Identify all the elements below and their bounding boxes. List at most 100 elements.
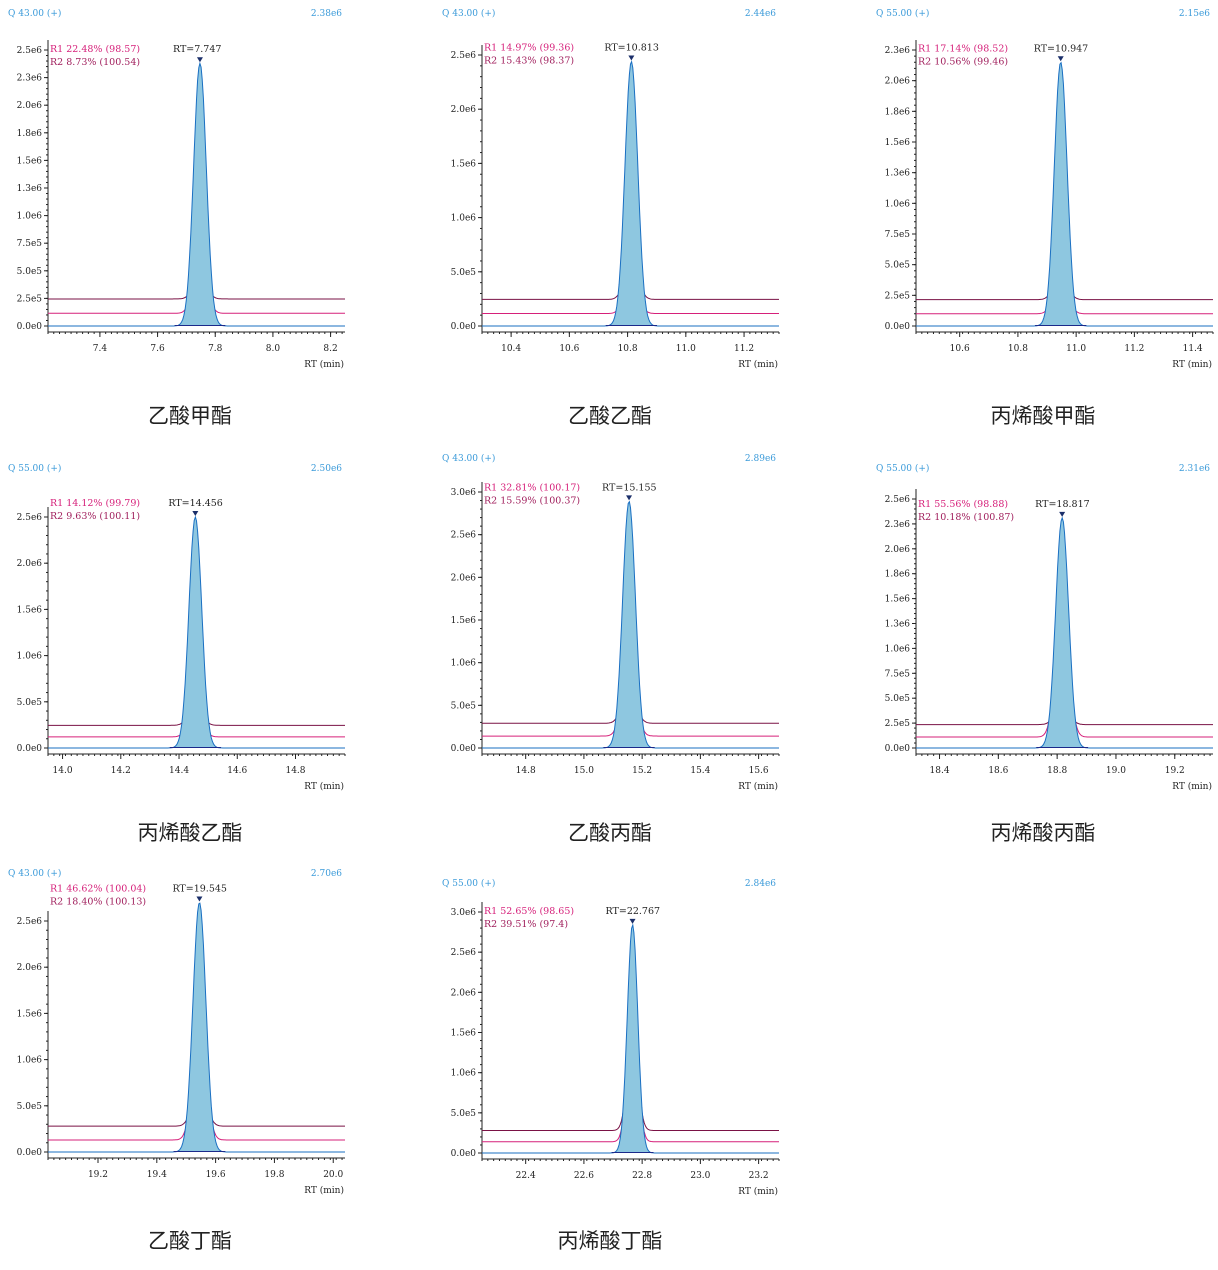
x-tick-label: 11.0	[676, 344, 696, 354]
x-axis-title: RT (min)	[1172, 359, 1212, 370]
max-intensity-label: 2.44e6	[745, 9, 776, 19]
y-tick-label: 2.0e6	[451, 573, 477, 583]
y-tick-label: 0.0e0	[17, 1148, 43, 1158]
quant-ion-label: Q 43.00 (+)	[8, 8, 61, 19]
x-tick-label: 19.4	[147, 1170, 167, 1180]
x-tick-label: 23.2	[749, 1171, 769, 1181]
x-tick-label: 10.6	[950, 344, 970, 354]
ratio-r2-label: R2 9.63% (100.11)	[50, 511, 140, 522]
x-tick-label: 10.4	[501, 344, 521, 354]
ratio-r1-label: R1 52.65% (98.65)	[484, 906, 574, 917]
retention-time-label: RT=15.155	[602, 482, 657, 493]
ratio-r1-label: R1 32.81% (100.17)	[484, 482, 580, 493]
y-tick-label: 1.5e6	[885, 138, 911, 148]
y-tick-label: 2.5e6	[17, 46, 43, 56]
y-tick-label: 7.5e5	[885, 669, 911, 679]
chromatogram-panel: Q 43.00 (+) 2.38e6 0.0e0 2.5e5 5.0e5 7.5e5 1.0…	[8, 0, 368, 400]
ratio-r2-label: R2 18.40% (100.13)	[50, 897, 146, 908]
x-tick-label: 7.8	[208, 344, 223, 354]
ratio-r2-label: R2 10.18% (100.87)	[918, 512, 1014, 523]
y-tick-label: 2.5e6	[451, 51, 477, 61]
x-tick-label: 15.0	[574, 766, 594, 776]
compound-name: 乙酸甲酯	[148, 404, 232, 428]
quant-ion-label: Q 55.00 (+)	[442, 878, 495, 889]
peak-area-fill	[1035, 62, 1087, 327]
y-tick-label: 2.5e5	[885, 291, 911, 301]
max-intensity-label: 2.84e6	[745, 879, 776, 889]
retention-time-marker	[196, 57, 203, 63]
y-tick-label: 0.0e0	[17, 322, 43, 332]
retention-time-marker	[192, 511, 199, 516]
x-tick-label: 14.8	[285, 766, 305, 776]
y-tick-label: 0.0e0	[451, 322, 477, 332]
peak-area-fill	[605, 61, 657, 326]
chromatogram-panel: Q 55.00 (+) 2.31e6 0.0e0 2.5e5 5.0e5 7.5e5 1.0…	[876, 455, 1218, 855]
y-tick-label: 2.0e6	[17, 963, 43, 973]
x-tick-label: 15.6	[749, 766, 769, 776]
x-tick-label: 8.2	[323, 344, 337, 354]
y-tick-label: 1.5e6	[451, 159, 477, 169]
y-tick-label: 1.5e6	[451, 1029, 477, 1039]
compound-name: 乙酸丙酯	[568, 821, 652, 845]
ratio-r2-label: R2 10.56% (99.46)	[918, 56, 1008, 67]
y-tick-label: 5.0e5	[451, 268, 477, 278]
y-tick-label: 2.0e6	[451, 105, 477, 115]
y-tick-label: 1.0e6	[885, 199, 911, 209]
ratio-r1-label: R1 22.48% (98.57)	[50, 44, 140, 55]
chromatogram-panel: Q 55.00 (+) 2.50e6 0.0e0 5.0e5 1.0e6 1.5e6 2.0…	[8, 455, 368, 855]
ratio-r1-label: R1 14.12% (99.79)	[50, 498, 140, 509]
ratio-r1-label: R1 17.14% (98.52)	[918, 43, 1008, 54]
peak-area-fill	[603, 501, 655, 748]
retention-time-label: RT=14.456	[168, 498, 223, 509]
x-tick-label: 14.6	[227, 766, 247, 776]
y-tick-label: 2.3e6	[17, 74, 43, 84]
max-intensity-label: 2.38e6	[311, 9, 342, 19]
x-tick-label: 11.4	[1183, 344, 1203, 354]
y-tick-label: 1.3e6	[885, 620, 911, 630]
y-tick-label: 1.0e6	[17, 1056, 43, 1066]
y-tick-label: 2.5e6	[885, 495, 911, 505]
peak-area-fill	[169, 517, 221, 748]
retention-time-label: RT=18.817	[1035, 499, 1090, 510]
x-tick-label: 7.4	[93, 344, 108, 354]
x-axis-title: RT (min)	[304, 1185, 344, 1196]
y-tick-label: 1.5e6	[885, 595, 911, 605]
quant-ion-label: Q 55.00 (+)	[876, 8, 929, 19]
quant-ion-label: Q 55.00 (+)	[8, 463, 61, 474]
y-tick-label: 2.0e6	[885, 545, 911, 555]
max-intensity-label: 2.50e6	[311, 464, 342, 474]
chromatogram-svg: Q 43.00 (+) 2.89e6 0.0e0 5.0e5 1.0e6 1.5e6 2.0…	[442, 453, 780, 792]
x-tick-label: 8.0	[266, 344, 281, 354]
y-tick-label: 5.0e5	[885, 261, 911, 271]
y-tick-label: 1.0e6	[17, 652, 43, 662]
x-axis-title: RT (min)	[1172, 781, 1212, 792]
compound-name: 丙烯酸甲酯	[990, 404, 1096, 428]
y-tick-label: 1.8e6	[885, 107, 911, 117]
y-tick-label: 1.5e6	[17, 156, 43, 166]
retention-time-marker	[1059, 511, 1066, 517]
max-intensity-label: 2.70e6	[311, 869, 342, 879]
ratio-r1-label: R1 55.56% (98.88)	[918, 499, 1008, 510]
y-tick-label: 0.0e0	[885, 322, 911, 332]
ratio-r2-label: R2 15.59% (100.37)	[484, 495, 580, 506]
x-tick-label: 19.6	[206, 1170, 226, 1180]
retention-time-label: RT=22.767	[606, 906, 661, 917]
y-tick-label: 3.0e6	[451, 488, 477, 498]
max-intensity-label: 2.31e6	[1179, 464, 1210, 474]
x-axis-title: RT (min)	[738, 781, 778, 792]
y-tick-label: 1.3e6	[885, 169, 911, 179]
y-tick-label: 1.8e6	[17, 129, 43, 139]
quant-ion-label: Q 55.00 (+)	[876, 463, 929, 474]
chromatogram-svg: Q 55.00 (+) 2.50e6 0.0e0 5.0e5 1.0e6 1.5e6 2.0…	[8, 463, 346, 792]
retention-time-marker	[629, 918, 636, 924]
quant-ion-label: Q 43.00 (+)	[8, 868, 61, 879]
y-tick-label: 0.0e0	[885, 744, 911, 754]
y-tick-label: 2.3e6	[885, 46, 911, 56]
y-tick-label: 2.3e6	[885, 520, 911, 530]
y-tick-label: 2.5e5	[885, 719, 911, 729]
x-axis-title: RT (min)	[304, 359, 344, 370]
y-tick-label: 2.0e6	[885, 77, 911, 87]
x-axis-title: RT (min)	[738, 359, 778, 370]
compound-name: 丙烯酸丙酯	[990, 821, 1096, 845]
x-tick-label: 14.0	[53, 766, 73, 776]
